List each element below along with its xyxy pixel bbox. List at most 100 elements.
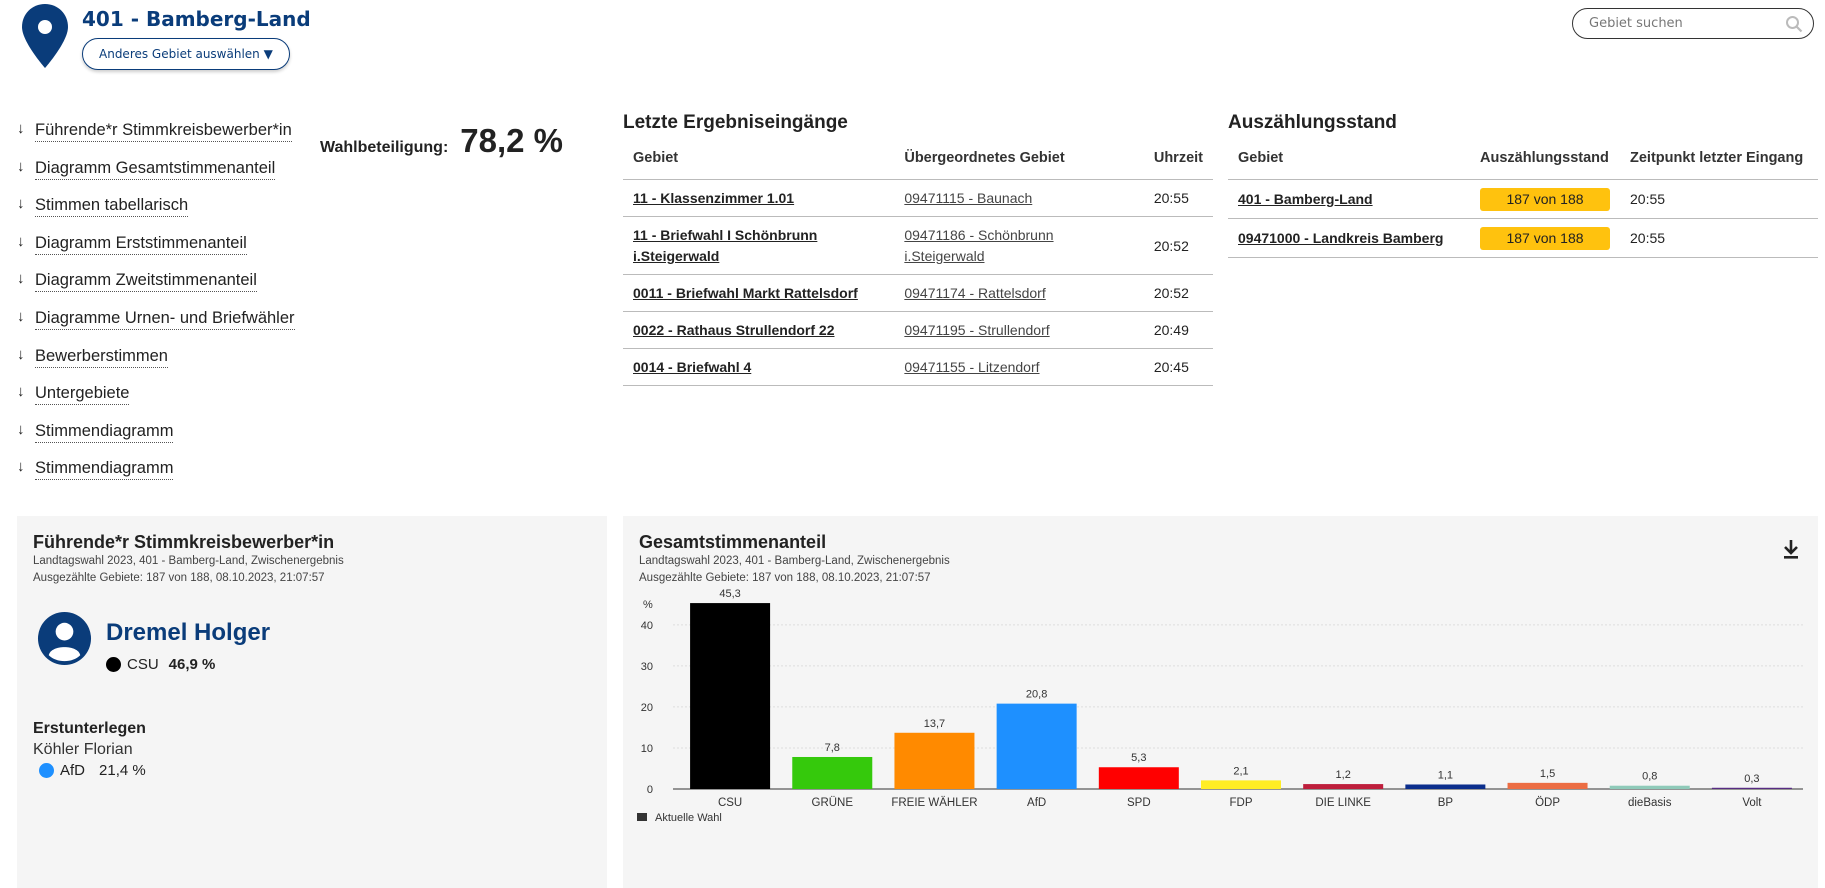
leader-party-line: CSU 46,9 % (106, 656, 215, 673)
jump-link[interactable]: ↓ Stimmendiagramm (17, 458, 312, 496)
bar-value-label: 13,7 (924, 718, 945, 730)
bar-bp (1405, 784, 1486, 789)
change-area-button[interactable]: Anderes Gebiet auswählen ▼ (82, 38, 290, 70)
arrow-down-icon: ↓ (17, 120, 25, 137)
count-cell: 187 von 188 (1470, 179, 1620, 219)
jump-link[interactable]: ↓ Diagramm Erststimmenanteil (17, 233, 312, 271)
table-header: Zeitpunkt letzter Eingang (1620, 144, 1818, 180)
table-header: Gebiet (1228, 144, 1470, 180)
area-link[interactable]: 11 - Briefwahl I Schönbrunn i.Steigerwal… (623, 216, 895, 275)
panel-subtitle: Ausgezählte Gebiete: 187 von 188, 08.10.… (639, 572, 931, 584)
area-title: 401 - Bamberg-Land (82, 7, 311, 31)
x-tick-label: Volt (1742, 797, 1762, 809)
bar-csu (690, 603, 771, 789)
table-header: Auszählungsstand (1470, 144, 1620, 180)
bar-value-label: 0,8 (1642, 771, 1657, 783)
count-badge: 187 von 188 (1480, 188, 1610, 211)
parent-area-link[interactable]: 09471195 - Strullendorf (894, 311, 1144, 349)
runner-up-label: Erstunterlegen (33, 720, 146, 737)
panel-title: Gesamtstimmenanteil (639, 532, 827, 552)
table-row: 11 - Briefwahl I Schönbrunn i.Steigerwal… (623, 216, 1213, 275)
runner-percent: 21,4 % (99, 762, 146, 779)
parent-area-link[interactable]: 09471115 - Baunach (894, 179, 1144, 217)
area-link[interactable]: 0022 - Rathaus Strullendorf 22 (623, 311, 895, 349)
recent-results-table: Gebiet Übergeordnetes Gebiet Uhrzeit 11 … (623, 144, 1213, 386)
panel-subtitle: Ausgezählte Gebiete: 187 von 188, 08.10.… (33, 572, 325, 584)
arrow-down-icon: ↓ (17, 232, 25, 250)
download-icon[interactable] (1782, 538, 1800, 560)
arrow-down-icon: ↓ (17, 383, 25, 401)
party-color-dot (39, 763, 54, 778)
jump-link[interactable]: ↓ Bewerberstimmen (17, 346, 312, 384)
search-input[interactable] (1573, 16, 1773, 31)
arrow-down-icon: ↓ (17, 270, 25, 288)
area-link[interactable]: 09471000 - Landkreis Bamberg (1228, 218, 1470, 258)
y-tick-label: 40 (641, 620, 653, 632)
x-tick-label: CSU (718, 797, 742, 809)
x-tick-label: dieBasis (1628, 797, 1672, 809)
person-icon (37, 611, 92, 666)
runner-up-name: Köhler Florian (33, 741, 133, 758)
time-cell: 20:55 (1620, 218, 1818, 258)
bar-value-label: 7,8 (825, 742, 840, 754)
turnout-label: Wahlbeteiligung: (320, 139, 449, 156)
area-link[interactable]: 0014 - Briefwahl 4 (623, 348, 895, 386)
turnout-value: 78,2 % (460, 122, 564, 159)
recent-results-section: Letzte Ergebniseingänge Gebiet Übergeord… (623, 112, 1213, 386)
legend-label: Aktuelle Wahl (655, 812, 722, 824)
bar-spd (1098, 767, 1179, 789)
party-color-dot (106, 657, 121, 672)
table-header: Uhrzeit (1143, 144, 1213, 180)
bar-fdp (1201, 780, 1281, 789)
bar-ödp (1507, 782, 1588, 789)
table-header: Übergeordnetes Gebiet (894, 144, 1144, 180)
bar-value-label: 1,2 (1336, 769, 1351, 781)
x-tick-label: BP (1438, 797, 1454, 809)
bar-grüne (792, 756, 873, 789)
area-link[interactable]: 401 - Bamberg-Land (1228, 179, 1470, 219)
count-status-section: Auszählungsstand Gebiet Auszählungsstand… (1228, 112, 1818, 258)
location-pin-icon (22, 4, 68, 68)
count-status-table: Gebiet Auszählungsstand Zeitpunkt letzte… (1228, 144, 1818, 258)
jump-link[interactable]: ↓ Diagramme Urnen- und Briefwähler (17, 308, 312, 346)
recent-results-title: Letzte Ergebniseingänge (623, 112, 848, 133)
parent-area-link[interactable]: 09471155 - Litzendorf (894, 348, 1144, 386)
y-tick-label: 0 (647, 784, 653, 796)
arrow-down-icon: ↓ (17, 307, 25, 325)
jump-link[interactable]: ↓ Untergebiete (17, 383, 312, 421)
table-row: 0022 - Rathaus Strullendorf 22 09471195 … (623, 311, 1213, 349)
parent-area-link[interactable]: 09471174 - Rattelsdorf (894, 274, 1144, 312)
time-cell: 20:55 (1143, 179, 1213, 217)
leading-candidate-panel: Führende*r Stimmkreisbewerber*in Landtag… (17, 516, 607, 888)
leader-percent: 46,9 % (168, 656, 216, 673)
turnout: Wahlbeteiligung: 78,2 % (320, 122, 563, 160)
bar-value-label: 0,3 (1744, 773, 1759, 785)
jump-link[interactable]: ↓ Diagramm Gesamtstimmenanteil (17, 158, 312, 196)
runner-party-line: AfD 21,4 % (39, 762, 146, 779)
time-cell: 20:52 (1143, 216, 1213, 275)
vote-share-chart-panel: % 0 10 20 30 40 45,3 CSU 7,8 GRÜNE 13,7 FREIE WÄHLE… (623, 516, 1818, 888)
jump-link[interactable]: ↓ Führende*r Stimmkreisbewerber*in (17, 120, 312, 158)
area-link[interactable]: 11 - Klassenzimmer 1.01 (623, 179, 895, 217)
bar-diebasis (1609, 785, 1690, 789)
arrow-down-icon: ↓ (17, 458, 25, 476)
jump-link[interactable]: ↓ Stimmendiagramm (17, 421, 312, 459)
jump-links: ↓ Führende*r Stimmkreisbewerber*in ↓ Diagr… (17, 120, 312, 496)
arrow-down-icon: ↓ (17, 345, 25, 363)
search-box[interactable] (1572, 8, 1814, 39)
table-row: 0014 - Briefwahl 4 09471155 - Litzendorf… (623, 348, 1213, 386)
jump-link[interactable]: ↓ Diagramm Zweitstimmenanteil (17, 270, 312, 308)
parent-area-link[interactable]: 09471186 - Schönbrunn i.Steigerwald (894, 216, 1144, 275)
time-cell: 20:49 (1143, 311, 1213, 349)
x-tick-label: SPD (1127, 797, 1151, 809)
jump-link[interactable]: ↓ Stimmen tabellarisch (17, 195, 312, 233)
table-row: 09471000 - Landkreis Bamberg 187 von 188… (1228, 218, 1818, 258)
y-tick-label: 10 (641, 743, 653, 755)
table-row: 0011 - Briefwahl Markt Rattelsdorf 09471… (623, 274, 1213, 312)
search-icon[interactable] (1785, 15, 1803, 33)
y-tick-label: 20 (641, 702, 653, 714)
area-link[interactable]: 0011 - Briefwahl Markt Rattelsdorf (623, 274, 895, 312)
time-cell: 20:55 (1620, 179, 1818, 219)
bar-value-label: 1,5 (1540, 768, 1555, 780)
leader-name: Dremel Holger (106, 619, 271, 646)
